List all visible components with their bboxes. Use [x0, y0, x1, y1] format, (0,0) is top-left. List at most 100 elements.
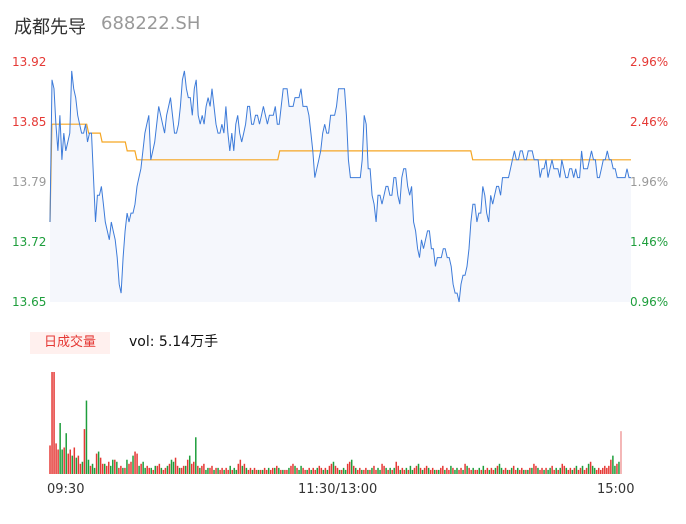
- volume-bar: [306, 469, 308, 474]
- volume-bar: [616, 463, 618, 474]
- volume-bar: [69, 449, 72, 474]
- volume-bar: [257, 469, 260, 474]
- volume-bar: [348, 461, 351, 474]
- volume-bar: [290, 465, 292, 474]
- volume-bar: [184, 465, 187, 474]
- volume-bar: [585, 467, 588, 474]
- volume-bar: [195, 437, 197, 474]
- volume-bar: [132, 455, 134, 474]
- pct-tick-5: 0.96%: [630, 295, 669, 309]
- volume-bar: [478, 467, 481, 474]
- volume-bar: [217, 467, 219, 474]
- volume-bar: [53, 372, 55, 474]
- volume-bar: [373, 465, 375, 474]
- volume-bar: [233, 467, 236, 474]
- volume-bar: [110, 465, 112, 474]
- volume-bar: [464, 463, 466, 474]
- volume-bar: [203, 463, 205, 474]
- volume-bar: [480, 469, 483, 474]
- volume-bar: [383, 465, 385, 474]
- volume-bar: [296, 467, 298, 474]
- volume-bar: [267, 467, 270, 474]
- volume-bar: [553, 469, 555, 474]
- volume-bar: [569, 467, 572, 474]
- volume-bar: [379, 469, 381, 474]
- volume-bar: [344, 469, 347, 474]
- volume-bar: [245, 467, 248, 474]
- volume-bar: [261, 469, 264, 474]
- volume-bar: [55, 443, 57, 474]
- volume-bar: [494, 467, 497, 474]
- x-tick-midday: 11:30/13:00: [298, 482, 378, 497]
- volume-bar: [253, 467, 256, 474]
- volume-bar: [201, 465, 203, 474]
- volume-bar: [91, 463, 94, 474]
- volume-bar: [413, 467, 416, 474]
- volume-bar: [300, 465, 302, 474]
- x-tick-close: 15:00: [597, 482, 635, 497]
- volume-bar: [63, 447, 65, 474]
- volume-bar: [365, 467, 367, 474]
- volume-bar: [128, 463, 130, 474]
- volume-bar: [614, 465, 616, 474]
- volume-bar: [577, 469, 580, 474]
- volume-bar: [433, 469, 436, 474]
- volume-bar: [312, 467, 314, 474]
- volume-bar: [539, 469, 541, 474]
- volume-bar: [369, 469, 371, 474]
- volume-bar: [304, 469, 306, 474]
- volume-bar: [164, 467, 167, 474]
- volume-bar: [468, 467, 470, 474]
- pct-tick-3: 1.96%: [630, 175, 669, 189]
- volume-bar: [199, 467, 201, 474]
- volume-bar: [207, 467, 209, 474]
- volume-bar: [460, 467, 462, 474]
- volume-bar: [391, 469, 393, 474]
- volume-bar: [154, 465, 157, 474]
- volume-bar: [211, 465, 213, 474]
- volume-bar: [263, 467, 266, 474]
- volume-bar: [136, 453, 138, 474]
- volume-bar: [219, 469, 221, 474]
- volume-bar: [150, 467, 152, 474]
- volume-bar: [105, 465, 108, 474]
- volume-bar: [130, 461, 132, 474]
- volume-bar: [221, 467, 223, 474]
- volume-bar: [547, 469, 549, 474]
- volume-bar: [292, 463, 294, 474]
- volume-bar: [241, 465, 244, 474]
- volume-bar: [338, 469, 341, 474]
- volume-bar: [75, 457, 78, 474]
- volume-bar: [142, 461, 144, 474]
- volume-bar: [249, 467, 252, 474]
- volume-bar: [521, 467, 523, 474]
- volume-bar: [589, 461, 592, 474]
- volume-bar: [395, 461, 397, 474]
- volume-bar: [326, 469, 329, 474]
- volume-bar: [403, 469, 406, 474]
- volume-bar: [510, 467, 513, 474]
- volume-bar: [602, 467, 604, 474]
- volume-bar: [466, 465, 468, 474]
- volume-bar: [454, 469, 456, 474]
- pct-tick-1: 2.96%: [630, 55, 669, 69]
- volume-bar: [286, 469, 288, 474]
- volume-bar: [476, 469, 478, 474]
- volume-bar: [519, 469, 521, 474]
- volume-bar: [604, 465, 606, 474]
- volume-bar: [342, 467, 345, 474]
- volume-bar: [213, 469, 215, 474]
- volume-bar: [144, 467, 146, 474]
- volume-bar: [401, 467, 404, 474]
- volume-bar: [498, 463, 501, 474]
- volume-bar: [484, 469, 487, 474]
- volume-bar: [180, 467, 183, 474]
- volume-bar: [294, 465, 296, 474]
- volume-bar: [146, 465, 148, 474]
- volume-bar: [620, 431, 622, 474]
- volume-bar: [397, 465, 400, 474]
- volume-bar: [367, 469, 369, 474]
- volume-bar: [324, 467, 327, 474]
- volume-bar: [508, 469, 511, 474]
- price-line: [49, 70, 631, 303]
